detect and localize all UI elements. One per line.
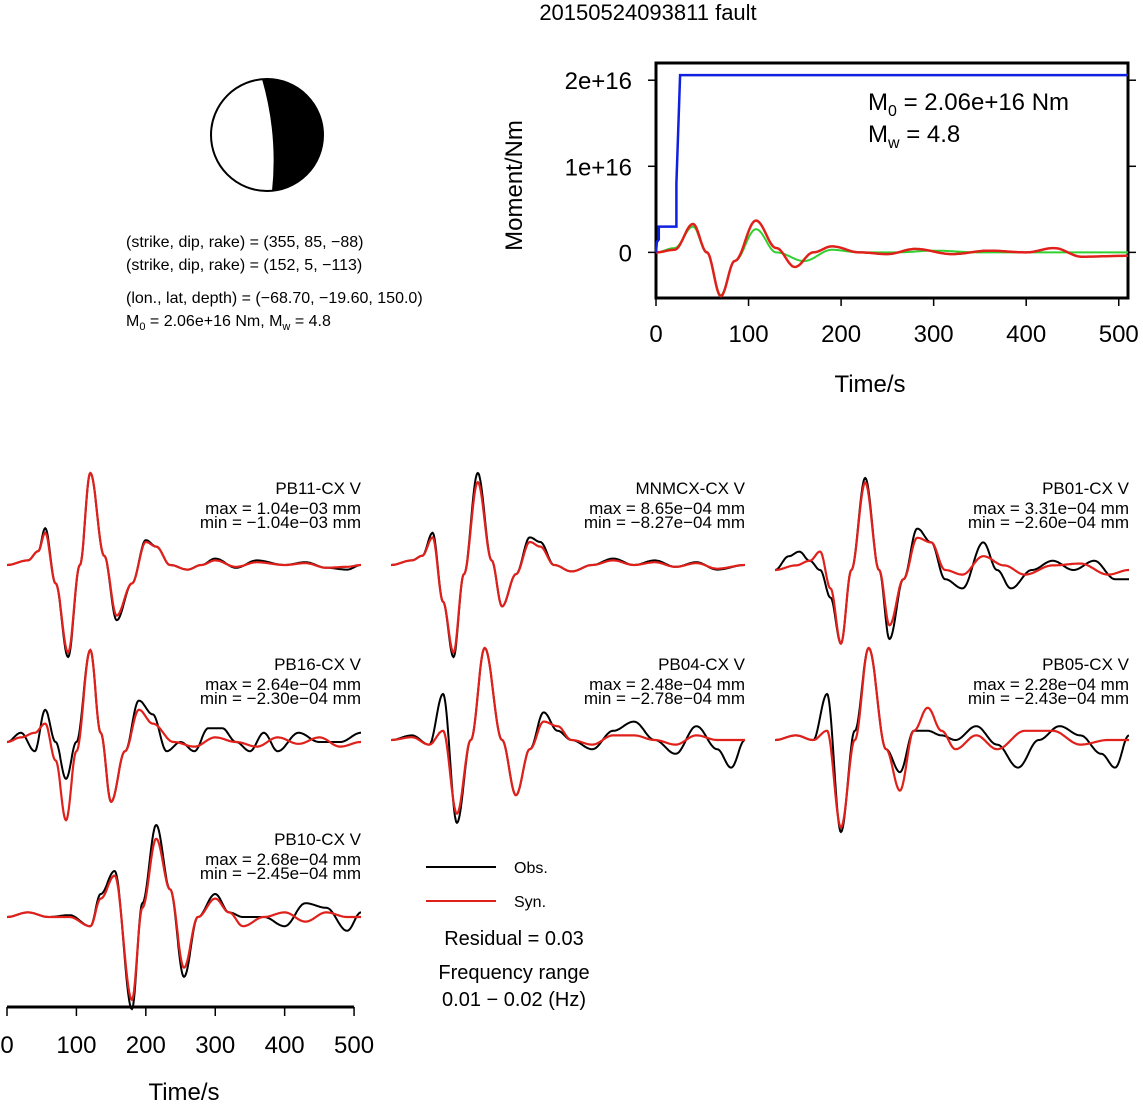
station-min: min = −2.30e−04 mm	[200, 689, 361, 708]
station-name: PB04-CX V	[658, 655, 746, 674]
frequency-range-title: Frequency range	[438, 962, 589, 984]
synthetic-trace	[775, 646, 1129, 829]
synthetic-trace	[7, 471, 361, 654]
x-tick-label: 200	[821, 321, 861, 348]
synthetic-trace	[775, 481, 1129, 646]
synthetic-trace	[391, 480, 745, 654]
y-axis-label: Moment/Nm	[501, 120, 528, 251]
observed-trace	[7, 823, 362, 1011]
frequency-range-value: 0.01 − 0.02 (Hz)	[442, 989, 586, 1011]
residual-label: Residual = 0.03	[444, 928, 584, 950]
station-max: max = 3.31e−04 mm	[973, 499, 1129, 518]
station-max: max = 2.68e−04 mm	[205, 850, 361, 869]
station-min: min = −2.45e−04 mm	[200, 864, 361, 883]
moment-magnitude-line: M0 = 2.06e+16 Nm, Mw = 4.8	[126, 313, 331, 333]
station-name: MNMCX-CX V	[635, 479, 745, 498]
legend: Obs. Syn. Residual = 0.03 Frequency rang…	[426, 860, 590, 1011]
mechanism-text: (strike, dip, rake) = (355, 85, −88) (st…	[126, 234, 423, 333]
moment-rate-panel: 0 1e+16 2e+16 0 100 200 300 400 500 Time/s Moment/…	[501, 61, 1139, 398]
beachball	[210, 78, 324, 192]
legend-syn-label: Syn.	[514, 894, 546, 911]
station-name: PB11-CX V	[275, 479, 361, 498]
station-max: max = 2.48e−04 mm	[589, 675, 745, 694]
y-tick-label: 1e+16	[565, 154, 632, 181]
legend-obs-label: Obs.	[514, 860, 548, 877]
station-max: max = 2.64e−04 mm	[205, 675, 361, 694]
station-name: PB16-CX V	[274, 655, 362, 674]
moment-plot-frame	[654, 61, 1130, 300]
location-depth: (lon., lat, depth) = (−68.70, −19.60, 15…	[126, 290, 423, 307]
synthetic-trace	[7, 837, 361, 1002]
station-min: min = −2.78e−04 mm	[584, 689, 745, 708]
station-name: PB01-CX V	[1042, 479, 1130, 498]
x-tick-label: 400	[1006, 321, 1046, 348]
x-tick-label: 100	[729, 321, 769, 348]
station-max: max = 2.28e−04 mm	[973, 675, 1129, 694]
figure-title: 20150524093811 fault	[539, 0, 756, 25]
nodal-plane-1: (strike, dip, rake) = (355, 85, −88)	[126, 234, 363, 251]
station-name: PB05-CX V	[1042, 655, 1130, 674]
waveform-x-axis: 0 100 200 300 400 500 Time/s	[0, 1005, 374, 1106]
x-tick-label: 400	[265, 1032, 305, 1059]
station-min: min = −1.04e−03 mm	[200, 513, 361, 532]
m0-annotation: M0 = 2.06e+16 Nm	[868, 89, 1069, 120]
y-tick-label: 2e+16	[565, 68, 632, 95]
x-tick-label: 100	[56, 1032, 96, 1059]
x-tick-label: 0	[0, 1032, 13, 1059]
x-tick-label: 200	[126, 1032, 166, 1059]
x-axis-label: Time/s	[148, 1079, 219, 1104]
x-axis-label: Time/s	[834, 371, 905, 398]
y-tick-label: 0	[619, 240, 632, 267]
station-max: max = 8.65e−04 mm	[589, 499, 745, 518]
synthetic-trace	[7, 648, 361, 822]
x-tick-label: 300	[914, 321, 954, 348]
station-min: min = −2.60e−04 mm	[968, 513, 1129, 532]
nodal-plane-2: (strike, dip, rake) = (152, 5, −113)	[126, 257, 362, 274]
station-max: max = 1.04e−03 mm	[205, 499, 361, 518]
x-tick-label: 500	[1099, 321, 1139, 348]
station-min: min = −2.43e−04 mm	[968, 689, 1129, 708]
observed-trace	[775, 646, 1130, 834]
synthetic-trace	[391, 646, 745, 815]
x-tick-label: 500	[334, 1032, 374, 1059]
beachball-compressional-quadrant	[262, 78, 324, 191]
x-tick-label: 300	[195, 1032, 235, 1059]
x-tick-label: 0	[649, 321, 662, 348]
station-name: PB10-CX V	[274, 830, 362, 849]
cumulative-moment-line	[654, 73, 1128, 253]
mw-annotation: Mw = 4.8	[868, 121, 960, 152]
station-min: min = −8.27e−04 mm	[584, 513, 745, 532]
source-time-function-red	[655, 219, 1128, 298]
